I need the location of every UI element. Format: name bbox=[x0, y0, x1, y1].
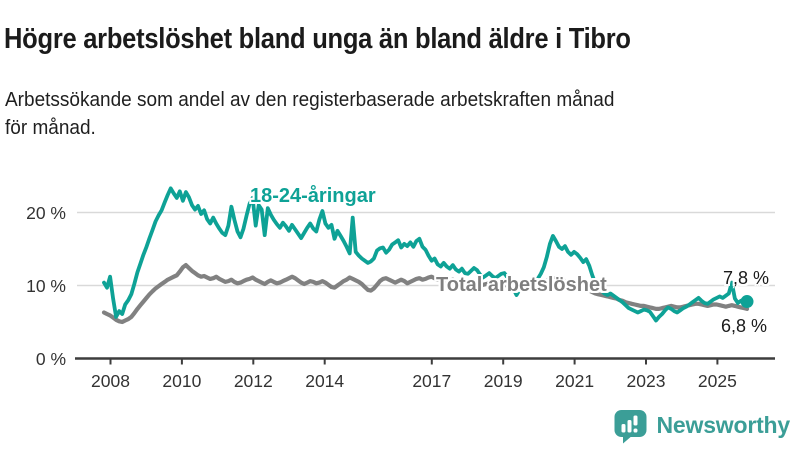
end-value-label-youth: 7,8 % bbox=[723, 268, 770, 288]
x-tick-label: 2021 bbox=[555, 371, 595, 391]
x-tick-label: 2012 bbox=[233, 371, 273, 391]
x-tick-label: 2019 bbox=[483, 371, 523, 391]
x-tick-label: 2017 bbox=[412, 371, 452, 391]
y-tick-label: 10 % bbox=[26, 275, 66, 296]
x-tick-label: 2010 bbox=[162, 371, 202, 391]
newsworthy-logo-icon bbox=[614, 410, 647, 444]
x-tick-label: 2025 bbox=[697, 371, 737, 391]
chart-subtitle: Arbetssökande som andel av den registerb… bbox=[5, 89, 615, 139]
x-tick-label: 2023 bbox=[626, 371, 666, 391]
brand-name: Newsworthy bbox=[656, 412, 791, 438]
series-label-total: Total arbetslöshet bbox=[436, 274, 607, 296]
brand-footer: Newsworthy bbox=[613, 407, 790, 444]
y-tick-label: 20 % bbox=[26, 202, 66, 223]
end-value-label-total: 6,8 % bbox=[721, 316, 768, 336]
y-tick-label: 0 % bbox=[35, 348, 66, 369]
x-tick-label: 2008 bbox=[91, 371, 130, 391]
series-label-youth: 18-24-åringar bbox=[250, 185, 376, 207]
total-series-line bbox=[101, 263, 750, 325]
page-title: Högre arbetslöshet bland unga än bland ä… bbox=[4, 23, 631, 56]
youth-series-line bbox=[102, 186, 749, 323]
youth-end-dot bbox=[740, 295, 754, 309]
x-tick-label: 2014 bbox=[305, 371, 345, 391]
